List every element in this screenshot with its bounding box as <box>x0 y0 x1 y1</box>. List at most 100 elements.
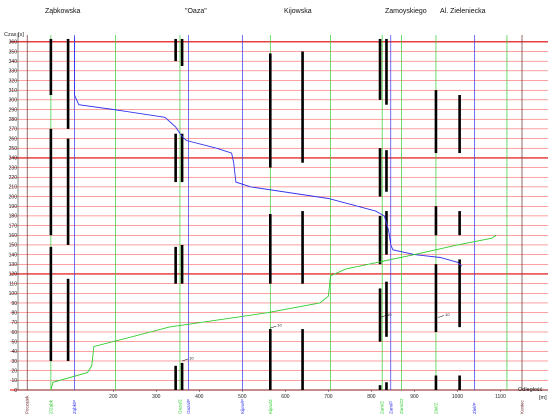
vertical-line-label-5: Oaza/P <box>186 399 191 414</box>
signal-5-red-2 <box>301 51 304 163</box>
y-tick-label-200: 200 <box>9 194 18 200</box>
y-tick-label-340: 340 <box>9 59 18 65</box>
y-tick-label-320: 320 <box>9 78 18 84</box>
vertical-reference-lines: Początek Z/Ząbk Ząbk/P Oaza/Z Oaza/P Kijow/P K… <box>25 35 525 414</box>
vertical-line-label-0: Początek <box>25 395 30 414</box>
y-tick-label-90: 90 <box>11 301 17 307</box>
x-axis-title-line1: Odległość <box>518 387 543 393</box>
arrow-label-1: 10 <box>277 323 282 328</box>
y-tick-label-330: 330 <box>9 69 18 75</box>
signal-1-red-2 <box>66 38 70 129</box>
green-wave-trajectories: 10 10 10 10 <box>50 37 497 391</box>
y-tick-label-310: 310 <box>9 88 18 94</box>
y-tick-label-140: 140 <box>9 252 18 258</box>
signal-9-red-3 <box>458 95 461 154</box>
x-tick-label-800: 800 <box>367 394 376 400</box>
y-tick-label-80: 80 <box>11 310 17 316</box>
signal-0-red-2 <box>49 38 53 96</box>
signal-3-red-3 <box>180 38 184 67</box>
street-label-zabkowska: Ząbkowska <box>45 8 81 15</box>
vertical-line-label-12: Ziel/Z <box>433 402 438 414</box>
street-label-oaza: "Oaza" <box>185 8 207 15</box>
signal-6-red-0 <box>378 385 382 390</box>
signal-4-red-0 <box>269 329 272 390</box>
street-label-zamoyskiego: Zamoyskiego <box>385 8 427 15</box>
x-tick-label-500: 500 <box>238 394 247 400</box>
signal-6-red-1 <box>378 288 382 342</box>
signal-9-red-1 <box>458 259 461 328</box>
y-tick-label-40: 40 <box>11 349 17 355</box>
y-tick-label-30: 30 <box>11 359 17 365</box>
arrow-3 <box>438 315 445 318</box>
x-tick-label-700: 700 <box>324 394 333 400</box>
signal-7-red-2 <box>385 211 388 255</box>
signal-7-red-1 <box>385 281 388 337</box>
y-tick-label-10: 10 <box>11 378 17 384</box>
arrow-2 <box>379 315 387 318</box>
arrow-label-0: 10 <box>189 355 194 360</box>
vertical-line-label-4: Oaza/Z <box>177 399 182 414</box>
x-tick-label-200: 200 <box>109 394 118 400</box>
street-label-kijowska: Kijowska <box>284 8 312 15</box>
y-tick-label-350: 350 <box>9 49 18 55</box>
arrow-1 <box>270 325 277 329</box>
y-tick-label-160: 160 <box>9 233 18 239</box>
y-tick-label-240: 240 <box>9 156 18 162</box>
y-tick-label-210: 210 <box>9 185 18 191</box>
signal-7-red-3 <box>385 150 388 192</box>
y-axis-title: Czas [s] <box>4 32 24 38</box>
blue-trajectory <box>74 37 463 267</box>
vertical-line-label-6: Kijow/P <box>240 399 245 414</box>
signal-5-red-1 <box>301 211 304 284</box>
x-tick-label-1100: 1100 <box>495 394 506 400</box>
vertical-line-label-2: Ząbk/P <box>72 400 77 414</box>
grid-lines <box>10 33 548 391</box>
y-tick-label-70: 70 <box>11 320 17 326</box>
signal-8-red-3 <box>434 90 438 154</box>
y-tick-label-180: 180 <box>9 214 18 220</box>
signal-3-red-2 <box>180 133 184 183</box>
y-tick-label-50: 50 <box>11 339 17 345</box>
arrow-label-2: 10 <box>387 312 392 317</box>
y-tick-label-260: 260 <box>9 136 18 142</box>
signal-7-red-4 <box>385 38 388 105</box>
green-trajectory <box>50 234 497 391</box>
signal-4-red-2 <box>269 53 272 168</box>
y-tick-label-120: 120 <box>9 272 18 278</box>
x-tick-label-900: 900 <box>410 394 419 400</box>
signal-2-red-0 <box>174 365 177 390</box>
y-tick-label-280: 280 <box>9 117 18 123</box>
vertical-line-label-11: Zam/Z2 <box>399 398 404 414</box>
signal-7-red-0 <box>385 382 388 390</box>
y-tick-label-150: 150 <box>9 243 18 249</box>
signal-1-red-1 <box>66 138 70 245</box>
signal-2-red-3 <box>174 38 177 62</box>
y-tick-label-360: 360 <box>9 40 18 46</box>
y-tick-label-130: 130 <box>9 262 18 268</box>
y-tick-label-0: 0 <box>14 388 17 394</box>
y-tick-label-110: 110 <box>9 281 17 287</box>
x-tick-label-600: 600 <box>281 394 290 400</box>
y-tick-label-220: 220 <box>9 175 18 181</box>
y-tick-label-20: 20 <box>11 368 17 374</box>
y-tick-label-190: 190 <box>9 204 18 210</box>
signal-6-red-2 <box>378 215 382 265</box>
signal-6-red-4 <box>378 38 382 100</box>
y-tick-label-250: 250 <box>9 146 18 152</box>
y-tick-label-270: 270 <box>9 127 18 133</box>
signal-6-red-3 <box>378 148 382 197</box>
signal-red-phases <box>49 38 461 390</box>
y-tick-label-290: 290 <box>9 107 18 113</box>
y-tick-label-100: 100 <box>9 291 18 297</box>
vertical-line-label-8: Kijow/Z <box>268 399 273 414</box>
y-tick-label-230: 230 <box>9 165 18 171</box>
signal-5-red-0 <box>301 329 304 390</box>
y-tick-label-60: 60 <box>11 330 17 336</box>
signal-1-red-0 <box>66 278 70 361</box>
signal-8-red-1 <box>434 264 438 332</box>
y-tick-label-170: 170 <box>9 223 18 229</box>
labels: Ząbkowska "Oaza" Kijowska Zamoyskiego Al… <box>4 8 547 401</box>
vertical-line-label-1: Z/Ząbk <box>48 399 53 414</box>
signal-9-red-0 <box>458 375 461 390</box>
